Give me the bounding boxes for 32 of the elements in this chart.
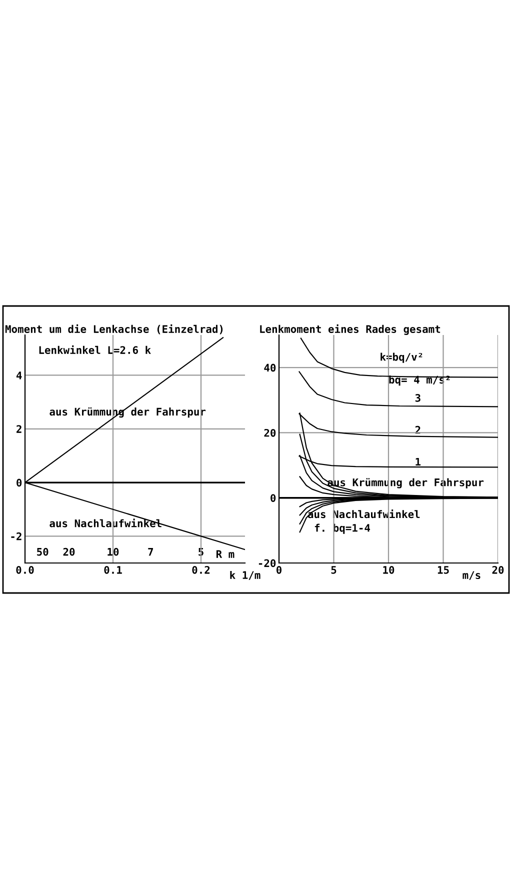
annotation: aus Nachlaufwinkel <box>308 510 420 518</box>
y-tick-label: 0 <box>16 478 22 487</box>
x-tick-label: 0 <box>276 566 282 574</box>
x-tick-label: 10 <box>383 566 394 574</box>
annotation: aus Nachlaufwinkel <box>50 518 162 528</box>
x-tick-label: 0.2 <box>192 566 210 574</box>
y-tick-label: -20 <box>258 559 276 568</box>
annotation: 10 <box>108 548 119 556</box>
y-tick-label: -2 <box>11 532 22 540</box>
y-tick-label: 0 <box>270 494 276 502</box>
annotation: f. bq=1-4 <box>314 524 370 534</box>
annotation: 3 <box>415 394 420 402</box>
annotation: Lenkwinkel L=2.6 k <box>39 345 151 354</box>
x-tick-label: 0.0 <box>16 566 34 574</box>
x-axis-title: m/s <box>462 571 480 580</box>
y-tick-label: 20 <box>264 428 276 437</box>
chart-title: Moment um die Lenkachse (Einzelrad) <box>5 324 223 334</box>
annotation: R m <box>216 550 234 558</box>
annotation: 7 <box>148 548 153 556</box>
y-tick-label: 2 <box>16 425 22 433</box>
y-tick-label: 40 <box>264 364 276 372</box>
x-tick-label: 0.1 <box>104 566 122 574</box>
x-axis-title: k 1/m <box>230 570 260 580</box>
annotation: 20 <box>63 548 75 556</box>
annotation: 1 <box>416 458 421 466</box>
annotation: k=bq/v² <box>380 352 422 363</box>
x-tick-label: 20 <box>492 566 504 574</box>
x-tick-label: 5 <box>331 566 336 574</box>
x-tick-label: 15 <box>438 566 449 574</box>
y-tick-label: 4 <box>16 372 22 380</box>
annotation: 50 <box>37 548 48 556</box>
chart-title: Lenkmoment eines Rades gesamt <box>260 324 440 335</box>
